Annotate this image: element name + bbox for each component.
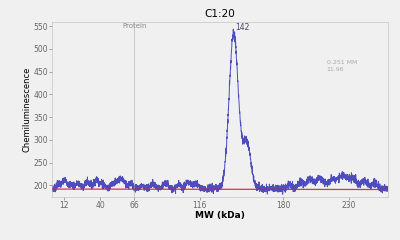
Y-axis label: Chemiluminescence: Chemiluminescence: [23, 66, 32, 152]
Text: 142: 142: [235, 23, 250, 32]
Text: 0.251 MM
11.96: 0.251 MM 11.96: [326, 60, 357, 72]
Text: Protein: Protein: [122, 23, 147, 29]
X-axis label: MW (kDa): MW (kDa): [195, 211, 245, 220]
Title: C1:20: C1:20: [205, 9, 235, 19]
